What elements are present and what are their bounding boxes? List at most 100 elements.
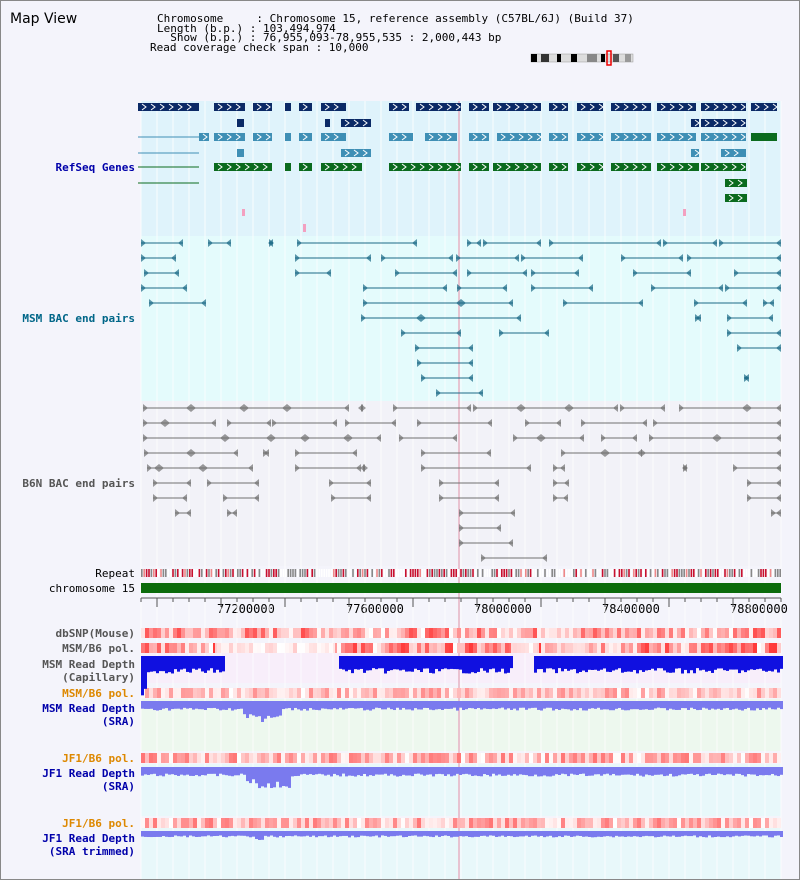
- read-depth-bar: [699, 701, 702, 710]
- polymorphism-cell: [445, 818, 449, 828]
- read-depth-bar: [600, 831, 603, 837]
- read-depth-bar: [570, 767, 573, 774]
- bac-end-marker: [564, 479, 569, 487]
- gene-strand-arrow: [472, 103, 478, 111]
- read-depth-bar: [666, 767, 669, 776]
- track-label-jf1-b6-pol[interactable]: JF1/B6 pol.: [62, 752, 135, 765]
- polymorphism-cell: [713, 753, 717, 763]
- gene-exon: [493, 103, 541, 111]
- read-depth-bar: [750, 701, 753, 711]
- gene-strand-arrow: [226, 133, 232, 141]
- repeat-element: [395, 569, 397, 577]
- polymorphism-cell: [417, 643, 421, 653]
- track-label-refseq[interactable]: RefSeq Genes: [55, 161, 135, 174]
- gene-strand-arrow: [704, 103, 710, 111]
- gene-strand-arrow: [632, 163, 638, 171]
- read-depth-bar: [420, 831, 423, 837]
- polymorphism-cell: [453, 688, 457, 698]
- polymorphism-cell: [645, 818, 649, 828]
- read-depth-bar: [741, 656, 744, 671]
- bac-end-marker: [147, 464, 152, 472]
- track-label-jf1-depth-trimmed[interactable]: JF1 Read Depth: [42, 832, 135, 845]
- repeat-element: [683, 569, 685, 577]
- track-label-msm-b6-pol-sra[interactable]: MSM/B6 pol.: [62, 687, 135, 700]
- bac-end-marker: [143, 434, 148, 442]
- track-label-msm-bac[interactable]: MSM BAC end pairs: [22, 312, 135, 325]
- polymorphism-cell: [685, 628, 689, 638]
- read-depth-bar: [567, 656, 570, 671]
- header-show-range: Show (b.p.) : 76,955,093-78,955,535 : 2,…: [157, 31, 502, 44]
- read-depth-bar: [588, 701, 591, 709]
- track-label-msm-depth-capillary-sub: (Capillary): [62, 671, 135, 684]
- bac-end-marker: [549, 239, 554, 247]
- polymorphism-cell: [681, 688, 685, 698]
- polymorphism-cell: [737, 643, 741, 653]
- polymorphism-cell: [301, 688, 305, 698]
- gene-strand-arrow: [687, 133, 693, 141]
- read-depth-bar: [684, 656, 687, 670]
- bac-end-marker: [613, 404, 618, 412]
- gene-strand-arrow: [472, 163, 478, 171]
- polymorphism-cell: [141, 628, 145, 638]
- polymorphism-cell: [737, 688, 741, 698]
- polymorphism-cell: [705, 643, 709, 653]
- read-depth-bar: [246, 767, 249, 782]
- read-depth-bar: [222, 656, 225, 672]
- read-depth-bar: [597, 831, 600, 837]
- bac-end-marker: [223, 494, 228, 502]
- polymorphism-cell: [405, 753, 409, 763]
- polymorphism-cell: [421, 753, 425, 763]
- read-depth-bar: [417, 831, 420, 837]
- read-depth-bar: [756, 701, 759, 709]
- polymorphism-cell: [157, 688, 161, 698]
- read-depth-bar: [627, 656, 630, 672]
- polymorphism-cell: [169, 818, 173, 828]
- bac-end-marker: [476, 239, 481, 247]
- track-label-jf1-depth-sra[interactable]: JF1 Read Depth: [42, 767, 135, 780]
- read-depth-bar: [384, 701, 387, 710]
- polymorphism-cell: [581, 818, 585, 828]
- read-depth-bar: [480, 656, 483, 669]
- read-depth-bar: [348, 767, 351, 776]
- repeat-element: [673, 569, 676, 577]
- polymorphism-cell: [209, 628, 213, 638]
- repeat-element: [306, 569, 309, 577]
- gene-strand-arrow: [561, 103, 567, 111]
- track-label-dbsnp[interactable]: dbSNP(Mouse): [55, 627, 135, 640]
- gene-exon: [751, 133, 777, 141]
- read-depth-bar: [405, 701, 408, 710]
- track-label-msm-depth-capillary[interactable]: MSM Read Depth: [42, 658, 135, 671]
- read-depth-bar: [174, 656, 177, 670]
- read-depth-bar: [762, 656, 765, 671]
- polymorphism-cell: [589, 628, 593, 638]
- read-depth-bar: [717, 701, 720, 709]
- bac-end-marker: [399, 434, 404, 442]
- polymorphism-cell: [197, 753, 201, 763]
- read-depth-bar: [414, 831, 417, 836]
- polymorphism-cell: [661, 818, 665, 828]
- polymorphism-cell: [453, 628, 457, 638]
- gene-strand-arrow: [302, 163, 308, 171]
- ideogram-band: [557, 54, 561, 62]
- track-label-b6n-bac[interactable]: B6N BAC end pairs: [22, 477, 135, 490]
- polymorphism-cell: [165, 818, 169, 828]
- track-label-msm-depth-sra[interactable]: MSM Read Depth: [42, 702, 135, 715]
- read-depth-bar: [189, 656, 192, 673]
- read-depth-bar: [672, 656, 675, 673]
- read-depth-bar: [264, 831, 267, 836]
- read-depth-bar: [369, 831, 372, 837]
- polymorphism-cell: [581, 643, 585, 653]
- bac-end-marker: [416, 314, 421, 322]
- read-depth-bar: [732, 831, 735, 837]
- gene-strand-arrow: [514, 103, 520, 111]
- read-depth-bar: [213, 656, 216, 673]
- polymorphism-cell: [485, 688, 489, 698]
- bac-end-marker: [143, 419, 148, 427]
- polymorphism-cell: [609, 688, 613, 698]
- track-label-jf1-b6-pol-trimmed[interactable]: JF1/B6 pol.: [62, 817, 135, 830]
- bac-end-marker: [536, 239, 541, 247]
- polymorphism-cell: [385, 628, 389, 638]
- polymorphism-cell: [365, 818, 369, 828]
- track-label-msm-b6-pol[interactable]: MSM/B6 pol.: [62, 642, 135, 655]
